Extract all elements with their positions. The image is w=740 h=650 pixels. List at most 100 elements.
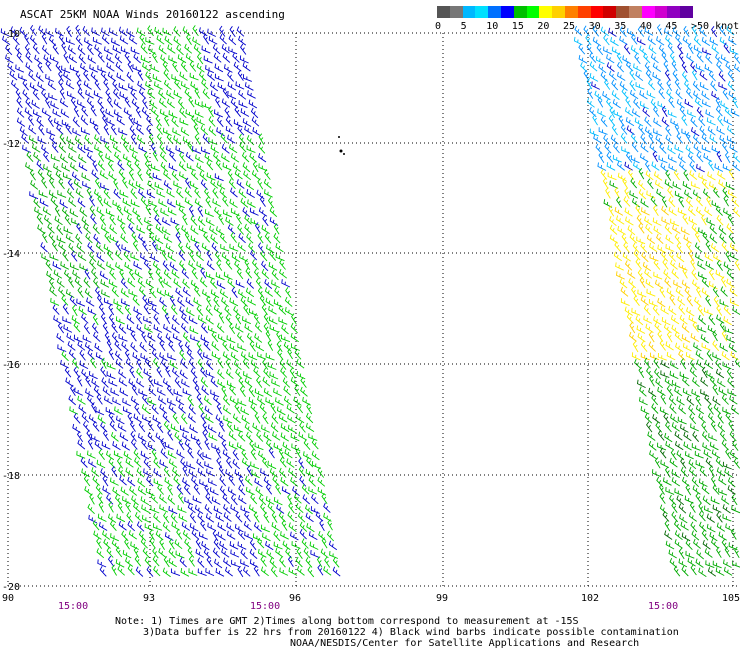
- wind-barb: [643, 52, 651, 64]
- wind-barb: [626, 313, 634, 324]
- wind-barb: [237, 223, 244, 235]
- wind-barb: [685, 144, 694, 155]
- wind-barb: [119, 432, 129, 442]
- wind-barb: [255, 486, 264, 497]
- wind-barb: [190, 235, 200, 244]
- wind-barb: [678, 196, 685, 208]
- wind-barb: [714, 163, 724, 172]
- wind-barb: [689, 161, 697, 172]
- wind-barb: [59, 199, 68, 209]
- wind-barb: [212, 529, 219, 542]
- wind-barb: [186, 307, 195, 317]
- wind-barb: [76, 222, 83, 234]
- wind-barb: [39, 198, 49, 207]
- wind-barb: [41, 45, 50, 56]
- wind-barb: [665, 341, 674, 351]
- wind-barb: [86, 297, 95, 307]
- wind-barb: [78, 53, 86, 65]
- wind-barb: [255, 342, 265, 352]
- wind-barb: [24, 44, 31, 56]
- wind-barb: [721, 330, 728, 342]
- wind-barb: [85, 89, 94, 99]
- wind-barb: [702, 47, 712, 56]
- wind-barb: [636, 214, 644, 226]
- wind-barb: [222, 195, 229, 207]
- wind-barb: [697, 261, 706, 270]
- wind-barb: [204, 405, 213, 416]
- wind-barb: [698, 567, 707, 577]
- wind-barb: [687, 205, 696, 216]
- wind-barb: [149, 537, 156, 549]
- wind-barb: [273, 299, 283, 308]
- wind-barb: [99, 270, 109, 280]
- wind-barb: [725, 523, 735, 532]
- lon-label: 105: [722, 593, 740, 604]
- wind-barb: [704, 548, 713, 558]
- wind-barb: [675, 33, 683, 45]
- wind-barb: [709, 233, 718, 244]
- colorbar-label: 15: [511, 21, 524, 32]
- wind-barb: [574, 25, 583, 36]
- wind-barb: [666, 351, 676, 361]
- wind-barb: [128, 114, 135, 126]
- wind-barb: [136, 124, 144, 135]
- wind-barb: [89, 205, 96, 217]
- wind-barb: [149, 232, 156, 244]
- wind-barb: [217, 531, 226, 541]
- wind-barb: [172, 314, 180, 326]
- lon-label: 93: [143, 593, 155, 604]
- wind-barb: [695, 404, 705, 415]
- wind-barb: [156, 421, 164, 433]
- colorbar-label: 25: [563, 21, 576, 32]
- wind-barb: [48, 189, 58, 199]
- wind-barb: [48, 92, 58, 101]
- wind-barb: [201, 101, 211, 110]
- wind-barb: [118, 82, 128, 91]
- wind-barb: [631, 307, 641, 316]
- wind-barb: [306, 456, 314, 468]
- wind-barb: [213, 505, 223, 515]
- wind-barb: [670, 449, 677, 461]
- wind-barb: [230, 208, 240, 217]
- wind-barb: [326, 530, 335, 542]
- wind-barb: [187, 395, 194, 407]
- wind-barb: [258, 133, 265, 145]
- wind-barb: [103, 538, 111, 549]
- wind-barb: [671, 379, 681, 389]
- wind-barb: [265, 244, 275, 254]
- wind-barb: [698, 510, 706, 522]
- wind-barb: [168, 547, 176, 559]
- wind-barb: [188, 205, 195, 218]
- wind-barb: [674, 440, 684, 451]
- wind-barb: [237, 124, 245, 136]
- wind-barb: [689, 170, 698, 180]
- wind-barb: [144, 357, 152, 369]
- wind-barb: [159, 504, 169, 513]
- wind-barb: [188, 403, 196, 415]
- wind-barb: [130, 89, 138, 100]
- wind-barb: [96, 294, 104, 306]
- wind-barb: [106, 96, 114, 108]
- wind-barb: [200, 334, 210, 344]
- wind-barb: [144, 160, 152, 172]
- wind-barb: [157, 387, 166, 396]
- wind-barb: [166, 89, 175, 100]
- wind-barb: [81, 468, 90, 478]
- colorbar-cell: [552, 6, 566, 18]
- wind-barb: [188, 568, 198, 576]
- wind-barb: [265, 540, 274, 551]
- wind-barb: [162, 378, 172, 388]
- wind-barb: [693, 538, 701, 549]
- wind-barb: [200, 520, 207, 531]
- wind-barb: [649, 352, 660, 361]
- wind-barb: [163, 269, 172, 280]
- wind-barb: [185, 297, 194, 307]
- wind-barb: [166, 133, 174, 145]
- wind-barb: [202, 421, 209, 434]
- wind-barb: [295, 413, 305, 424]
- wind-barb: [149, 287, 157, 299]
- wind-barb: [169, 150, 177, 162]
- wind-barb: [119, 268, 125, 280]
- wind-barb: [102, 429, 110, 441]
- wind-barb: [732, 306, 740, 316]
